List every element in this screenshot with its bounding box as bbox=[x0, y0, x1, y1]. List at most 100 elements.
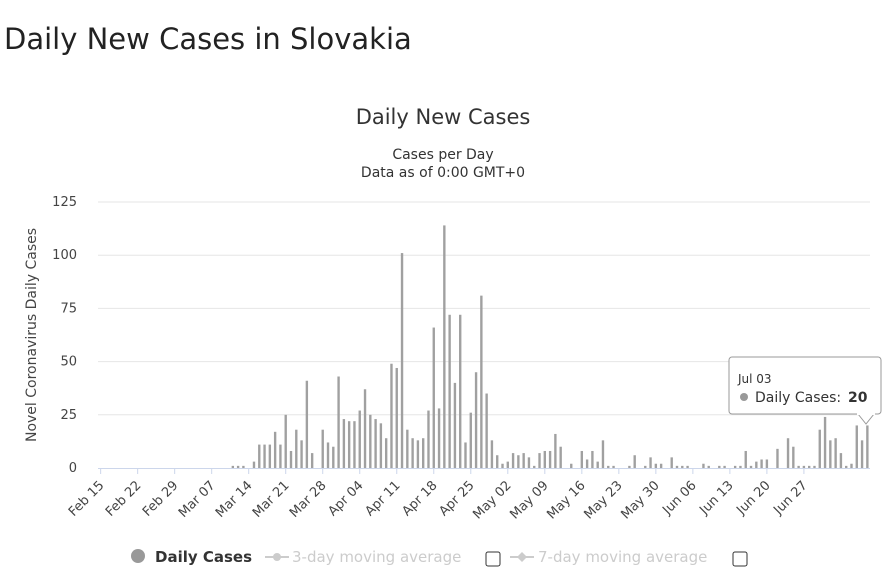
bar[interactable] bbox=[242, 465, 245, 468]
bar[interactable] bbox=[305, 380, 309, 468]
bar[interactable] bbox=[474, 372, 478, 468]
bar[interactable] bbox=[744, 450, 747, 468]
bar[interactable] bbox=[538, 453, 541, 468]
bar[interactable] bbox=[379, 423, 383, 468]
bar[interactable] bbox=[570, 463, 573, 468]
bar[interactable] bbox=[554, 433, 557, 468]
bar[interactable] bbox=[580, 450, 584, 468]
bar[interactable] bbox=[384, 438, 388, 468]
bar[interactable] bbox=[845, 465, 848, 468]
bar[interactable] bbox=[797, 465, 800, 468]
bar[interactable] bbox=[295, 429, 298, 468]
bar[interactable] bbox=[273, 431, 277, 468]
legend-item-7-day-average[interactable]: 7-day moving average bbox=[510, 548, 748, 567]
bar[interactable] bbox=[707, 465, 710, 468]
bar[interactable] bbox=[448, 314, 451, 468]
bar[interactable] bbox=[850, 463, 853, 468]
bar[interactable] bbox=[808, 465, 811, 468]
bar[interactable] bbox=[469, 412, 472, 468]
bar[interactable] bbox=[263, 444, 266, 468]
bar[interactable] bbox=[628, 465, 631, 468]
bar[interactable] bbox=[427, 410, 430, 468]
bar[interactable] bbox=[591, 450, 594, 468]
bar[interactable] bbox=[823, 416, 827, 468]
bar[interactable] bbox=[860, 440, 864, 468]
bar[interactable] bbox=[390, 363, 393, 468]
bar[interactable] bbox=[363, 389, 367, 468]
bar[interactable] bbox=[702, 463, 705, 468]
bar[interactable] bbox=[358, 410, 361, 468]
checkbox-7-day-average[interactable] bbox=[732, 551, 748, 567]
bar[interactable] bbox=[792, 446, 795, 468]
bar[interactable] bbox=[559, 446, 562, 468]
bar[interactable] bbox=[633, 455, 636, 468]
bar[interactable] bbox=[612, 465, 615, 468]
bar[interactable] bbox=[411, 438, 414, 468]
bar[interactable] bbox=[300, 440, 303, 468]
bar[interactable] bbox=[284, 414, 287, 468]
bar[interactable] bbox=[517, 455, 520, 468]
bar[interactable] bbox=[485, 393, 488, 468]
bar[interactable] bbox=[337, 376, 340, 469]
bar[interactable] bbox=[437, 408, 441, 468]
bar[interactable] bbox=[802, 465, 806, 468]
bar[interactable] bbox=[755, 461, 758, 468]
bar[interactable] bbox=[395, 367, 398, 468]
bar[interactable] bbox=[723, 465, 726, 468]
legend-item-3-day-average[interactable]: 3-day moving average bbox=[265, 548, 501, 567]
bar[interactable] bbox=[522, 453, 525, 468]
bar[interactable] bbox=[252, 461, 256, 468]
bar[interactable] bbox=[649, 457, 652, 468]
bar[interactable] bbox=[670, 457, 673, 468]
bar[interactable] bbox=[813, 465, 816, 468]
bar[interactable] bbox=[855, 425, 858, 468]
bar[interactable] bbox=[548, 450, 552, 468]
bar[interactable] bbox=[353, 421, 356, 468]
bar[interactable] bbox=[686, 465, 689, 468]
bar[interactable] bbox=[654, 463, 658, 468]
bar[interactable] bbox=[501, 463, 504, 468]
bar[interactable] bbox=[432, 327, 435, 468]
legend-item-daily-cases[interactable]: Daily Cases bbox=[131, 548, 252, 566]
bar[interactable] bbox=[675, 465, 679, 468]
bar[interactable] bbox=[326, 442, 330, 468]
bar[interactable] bbox=[733, 465, 737, 468]
bar[interactable] bbox=[866, 425, 869, 468]
bar[interactable] bbox=[496, 455, 499, 468]
bar[interactable] bbox=[681, 465, 684, 468]
bar[interactable] bbox=[406, 429, 409, 468]
bar[interactable] bbox=[749, 465, 753, 468]
bar[interactable] bbox=[527, 457, 531, 468]
bar[interactable] bbox=[342, 419, 346, 468]
bar[interactable] bbox=[511, 453, 515, 468]
bar[interactable] bbox=[231, 465, 235, 468]
bar[interactable] bbox=[644, 465, 647, 468]
bar[interactable] bbox=[321, 429, 324, 468]
bar[interactable] bbox=[416, 440, 420, 468]
bar[interactable] bbox=[786, 438, 790, 468]
bar[interactable] bbox=[464, 442, 467, 468]
bar[interactable] bbox=[533, 465, 536, 468]
checkbox-3-day-average[interactable] bbox=[485, 551, 501, 567]
bar[interactable] bbox=[607, 465, 610, 468]
bar[interactable] bbox=[459, 314, 462, 468]
bar[interactable] bbox=[834, 438, 837, 468]
bar[interactable] bbox=[659, 463, 663, 468]
bar[interactable] bbox=[718, 465, 721, 468]
bar[interactable] bbox=[289, 450, 293, 468]
bar[interactable] bbox=[818, 429, 821, 468]
bar[interactable] bbox=[490, 440, 494, 468]
bar[interactable] bbox=[443, 225, 446, 468]
bar[interactable] bbox=[268, 444, 272, 468]
bar[interactable] bbox=[279, 444, 282, 468]
bar[interactable] bbox=[258, 444, 261, 468]
bar[interactable] bbox=[601, 440, 605, 468]
bar[interactable] bbox=[760, 459, 763, 468]
bar[interactable] bbox=[543, 450, 546, 468]
bar[interactable] bbox=[347, 421, 351, 468]
bar[interactable] bbox=[480, 295, 483, 468]
bar[interactable] bbox=[739, 465, 742, 468]
bar[interactable] bbox=[369, 414, 372, 468]
bar[interactable] bbox=[332, 446, 335, 468]
bar[interactable] bbox=[236, 465, 240, 468]
